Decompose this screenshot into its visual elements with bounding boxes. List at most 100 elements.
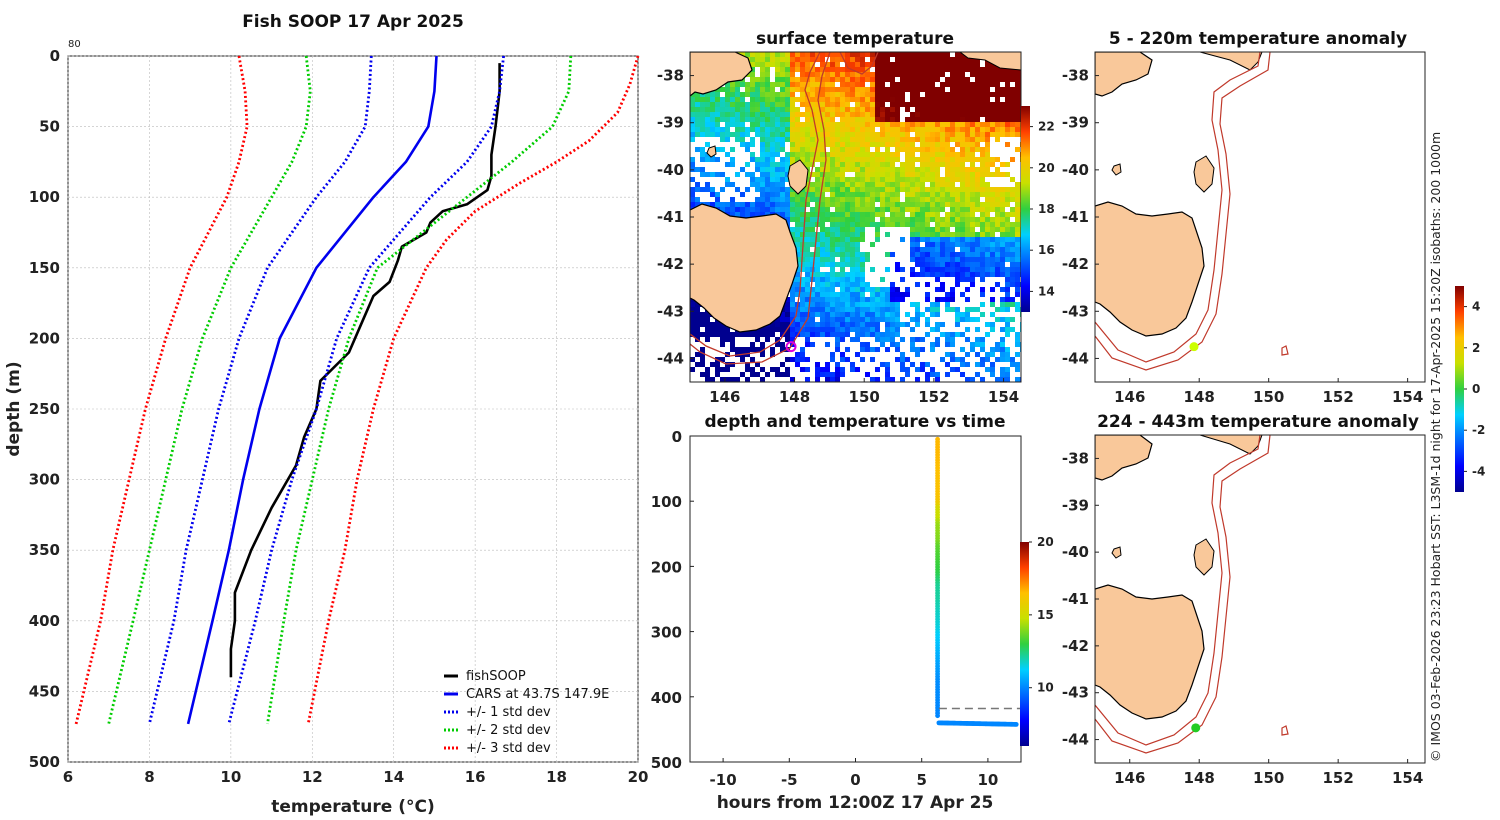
- sst-cell: [785, 92, 790, 97]
- sst-cell: [820, 147, 825, 152]
- sst-cell: [785, 122, 790, 127]
- sst-cell: [760, 92, 765, 97]
- sst-cell: [1010, 132, 1015, 137]
- sst-cell: [865, 342, 870, 347]
- sst-cell: [770, 157, 775, 162]
- sst-cell: [1000, 337, 1005, 342]
- sst-cell: [895, 152, 900, 157]
- sst-cell: [830, 117, 835, 122]
- sst-cell: [930, 142, 935, 147]
- sst-cell: [860, 87, 865, 92]
- sst-cell: [975, 172, 980, 177]
- sst-cell: [915, 197, 920, 202]
- sst-cell: [925, 272, 930, 277]
- sst-cell: [875, 132, 880, 137]
- sst-cell: [800, 347, 805, 352]
- sst-cell: [765, 337, 770, 342]
- sst-cell: [995, 272, 1000, 277]
- sst-cell: [860, 297, 865, 302]
- sst-cell: [780, 147, 785, 152]
- sst-cell: [785, 107, 790, 112]
- sst-cell: [800, 207, 805, 212]
- sst-cell: [725, 207, 730, 212]
- sst-cell: [995, 67, 1000, 72]
- sst-cell: [940, 97, 945, 102]
- sst-cell: [825, 272, 830, 277]
- sst-isobath-200: [690, 52, 821, 357]
- sst-cell: [780, 197, 785, 202]
- sst-cell: [695, 197, 700, 202]
- sst-cell: [820, 52, 825, 57]
- sst-cell: [765, 172, 770, 177]
- depth-time-colorbar: [1020, 542, 1029, 746]
- sst-cell: [850, 202, 855, 207]
- sst-cell: [780, 137, 785, 142]
- sst-cell: [955, 77, 960, 82]
- sst-cell: [990, 107, 995, 112]
- sst-cell: [860, 167, 865, 172]
- sst-cell: [835, 162, 840, 167]
- sst-cell: [875, 182, 880, 187]
- sst-cell: [880, 187, 885, 192]
- sst-cell: [860, 132, 865, 137]
- sst-cell: [990, 72, 995, 77]
- sst-cell: [835, 207, 840, 212]
- sst-cell: [825, 72, 830, 77]
- map-y-tick-label: -40: [1062, 161, 1089, 179]
- sst-cell: [795, 327, 800, 332]
- sst-cell: [805, 267, 810, 272]
- sst-cell: [930, 242, 935, 247]
- sst-cell: [885, 137, 890, 142]
- sst-cell: [775, 77, 780, 82]
- sst-cell: [875, 222, 880, 227]
- sst-cell: [1000, 162, 1005, 167]
- sst-cell: [795, 57, 800, 62]
- sst-cell: [800, 317, 805, 322]
- sst-cell: [955, 237, 960, 242]
- sst-cell: [830, 282, 835, 287]
- sst-cell: [885, 197, 890, 202]
- sst-cell: [855, 152, 860, 157]
- sst-cell: [690, 127, 695, 132]
- sst-cell: [960, 167, 965, 172]
- sst-cell: [985, 262, 990, 267]
- sst-cell: [795, 52, 800, 57]
- sst-cell: [990, 217, 995, 222]
- sst-cell: [945, 147, 950, 152]
- sst-cell: [960, 232, 965, 237]
- sst-cell: [885, 222, 890, 227]
- sst-cell: [800, 232, 805, 237]
- sst-cell: [895, 172, 900, 177]
- sst-cell: [935, 182, 940, 187]
- sst-cell: [710, 322, 715, 327]
- sst-cell: [985, 112, 990, 117]
- sst-cell: [980, 157, 985, 162]
- sst-cell: [985, 367, 990, 372]
- sst-cell: [890, 322, 895, 327]
- sst-cell: [960, 332, 965, 337]
- sst-cell: [830, 232, 835, 237]
- sst-cell: [850, 337, 855, 342]
- sst-cell: [805, 72, 810, 77]
- sst-cell: [990, 252, 995, 257]
- sst-cell: [860, 192, 865, 197]
- sst-cell: [930, 97, 935, 102]
- sst-cell: [970, 167, 975, 172]
- sst-cell: [805, 97, 810, 102]
- sst-cell: [815, 152, 820, 157]
- sst-cell: [875, 172, 880, 177]
- sst-cell: [775, 192, 780, 197]
- sst-cell: [965, 202, 970, 207]
- sst-cell: [945, 172, 950, 177]
- sst-cell: [935, 122, 940, 127]
- anomaly-top-mainland-east: [1199, 52, 1263, 71]
- sst-cell: [960, 87, 965, 92]
- sst-cell: [985, 242, 990, 247]
- sst-cell: [890, 377, 895, 382]
- sst-cell: [835, 232, 840, 237]
- sst-cell: [980, 277, 985, 282]
- sst-cell: [895, 327, 900, 332]
- sst-cell: [945, 227, 950, 232]
- sst-cell: [840, 107, 845, 112]
- sst-cell: [965, 57, 970, 62]
